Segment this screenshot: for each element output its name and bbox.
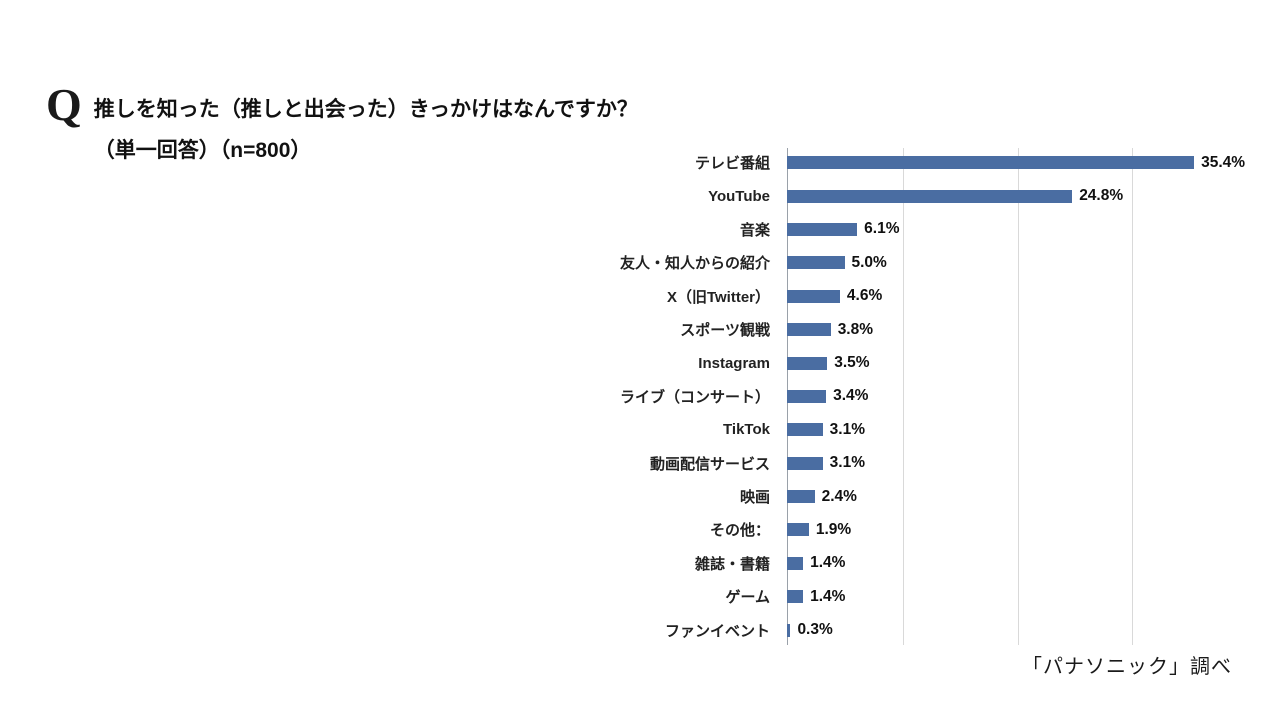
chart-row: ゲーム 1.4% — [477, 580, 1257, 613]
bar — [787, 590, 804, 604]
chart-row: YouTube 24.8% — [477, 179, 1257, 212]
chart-row: Instagram 3.5% — [477, 346, 1257, 379]
bar-area: 4.6% — [787, 280, 1257, 313]
bar-area: 3.5% — [787, 346, 1257, 379]
bar-area: 2.4% — [787, 480, 1257, 513]
chart-row: テレビ番組 35.4% — [477, 146, 1257, 179]
bar — [787, 156, 1195, 170]
bar — [787, 222, 858, 236]
category-label: 雑誌・書籍 — [694, 555, 770, 573]
bar — [787, 490, 815, 504]
bar — [787, 189, 1073, 203]
bar-area: 6.1% — [787, 213, 1257, 246]
bar — [787, 456, 823, 470]
bar-area: 5.0% — [787, 246, 1257, 279]
bar-chart: テレビ番組 35.4% YouTube 24.8% 音楽 6.1% 友人・知人からの紹介 5.… — [477, 146, 1257, 647]
chart-title: 推しを知った（推しと出会った）きっかけはなんですか？ （単一回答）（n=800） — [94, 82, 638, 172]
bar — [787, 423, 823, 437]
chart-row: ファンイベント 0.3% — [477, 613, 1257, 646]
value-label: 3.1% — [829, 420, 865, 438]
bar-area: 0.3% — [787, 613, 1257, 646]
category-label: 音楽 — [739, 221, 770, 239]
gridline — [902, 148, 904, 645]
value-label: 1.4% — [810, 587, 846, 605]
chart-title-line2: （単一回答）（n=800） — [93, 138, 312, 162]
bar-area: 35.4% — [787, 146, 1257, 179]
category-label: X（旧Twitter） — [666, 288, 770, 306]
category-label: YouTube — [708, 187, 770, 205]
category-label: テレビ番組 — [694, 155, 770, 173]
bar — [787, 389, 827, 403]
chart-title-line1: 推しを知った（推しと出会った）きっかけはなんですか？ — [93, 98, 638, 121]
category-label: ファンイベント — [664, 622, 770, 640]
chart-row: ライブ（コンサート） 3.4% — [477, 380, 1257, 413]
chart-row: 友人・知人からの紹介 5.0% — [477, 246, 1257, 279]
bar — [787, 623, 791, 637]
category-label: 動画配信サービス — [649, 455, 770, 473]
bar — [787, 556, 804, 570]
value-label: 1.4% — [810, 554, 846, 572]
value-label: 5.0% — [851, 253, 887, 271]
category-label: スポーツ観戦 — [680, 322, 770, 340]
category-label: 映画 — [739, 489, 770, 507]
chart-row: TikTok 3.1% — [477, 413, 1257, 446]
gridline — [1017, 148, 1019, 645]
bar — [787, 523, 809, 537]
bar — [787, 289, 840, 303]
value-label: 3.1% — [829, 454, 865, 472]
chart-row: 映画 2.4% — [477, 480, 1257, 513]
bar-area: 3.1% — [787, 447, 1257, 480]
bar-area: 1.9% — [787, 513, 1257, 546]
value-label: 35.4% — [1201, 153, 1246, 171]
question-mark-label: Q — [46, 79, 82, 130]
chart-row: 雑誌・書籍 1.4% — [477, 547, 1257, 580]
bar-area: 1.4% — [787, 580, 1257, 613]
bar — [787, 256, 845, 270]
category-label: Instagram — [698, 354, 770, 372]
bar-area: 3.1% — [787, 413, 1257, 446]
bar — [787, 356, 828, 370]
gridline — [1132, 148, 1134, 645]
chart-row: スポーツ観戦 3.8% — [477, 313, 1257, 346]
chart-row: 音楽 6.1% — [477, 213, 1257, 246]
value-label: 3.4% — [833, 387, 869, 405]
bar-area: 1.4% — [787, 547, 1257, 580]
category-label: その他： — [709, 522, 770, 540]
value-label: 3.8% — [837, 320, 874, 338]
category-label: ゲーム — [725, 589, 770, 607]
bar-area: 3.4% — [787, 380, 1257, 413]
value-label: 0.3% — [797, 621, 833, 639]
chart-header: Q 推しを知った（推しと出会った）きっかけはなんですか？ （単一回答）（n=80… — [46, 82, 638, 172]
chart-row: その他： 1.9% — [477, 513, 1257, 546]
value-label: 24.8% — [1079, 187, 1124, 205]
bar-area: 3.8% — [787, 313, 1257, 346]
source-credit: 「パナソニック」調べ — [1022, 656, 1232, 678]
category-label: ライブ（コンサート） — [619, 388, 770, 406]
chart-row: 動画配信サービス 3.1% — [477, 447, 1257, 480]
chart-row: X（旧Twitter） 4.6% — [477, 280, 1257, 313]
bar — [787, 323, 831, 337]
value-label: 2.4% — [821, 487, 857, 505]
value-label: 6.1% — [864, 220, 900, 238]
value-label: 1.9% — [815, 520, 852, 538]
category-label: TikTok — [723, 421, 770, 439]
value-label: 3.5% — [834, 354, 870, 372]
chart-rows: テレビ番組 35.4% YouTube 24.8% 音楽 6.1% 友人・知人からの紹介 5.… — [477, 146, 1257, 647]
bar-area: 24.8% — [787, 179, 1257, 212]
category-label: 友人・知人からの紹介 — [619, 255, 770, 273]
value-label: 4.6% — [846, 287, 883, 305]
